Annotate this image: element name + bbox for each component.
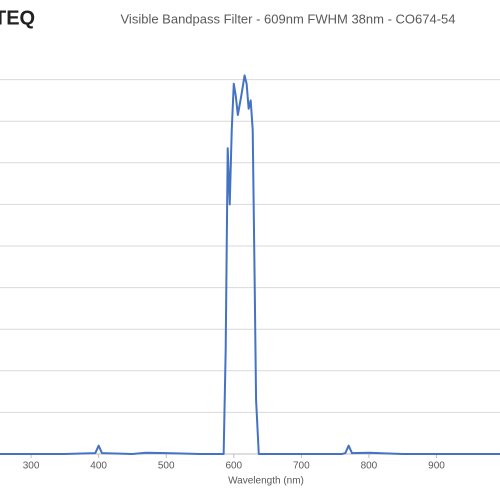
x-tick-label: 400 (90, 461, 107, 472)
chart-title: Visible Bandpass Filter - 609nm FWHM 38n… (121, 11, 456, 26)
x-tick-label: 900 (428, 461, 445, 472)
x-tick-label: 800 (361, 461, 378, 472)
data-line (0, 74, 500, 455)
x-tick-label: 600 (225, 461, 242, 472)
x-tick-label: 700 (293, 461, 310, 472)
x-axis-label: Wavelength (nm) (228, 476, 304, 487)
x-tick-label: 300 (23, 461, 40, 472)
x-tick-label: 500 (158, 461, 175, 472)
logo: TEQ (0, 7, 35, 29)
